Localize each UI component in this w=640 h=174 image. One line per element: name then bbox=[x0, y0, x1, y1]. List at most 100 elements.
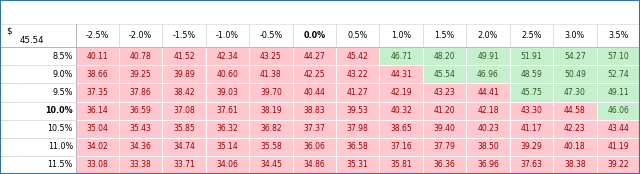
Bar bbox=[292, 84, 336, 102]
Text: 37.16: 37.16 bbox=[390, 142, 412, 151]
Bar bbox=[163, 47, 206, 65]
Text: 57.10: 57.10 bbox=[607, 52, 629, 61]
Text: 38.65: 38.65 bbox=[390, 124, 412, 133]
Bar bbox=[596, 120, 640, 138]
Text: 44.41: 44.41 bbox=[477, 88, 499, 97]
Text: 41.27: 41.27 bbox=[347, 88, 369, 97]
Text: 36.96: 36.96 bbox=[477, 160, 499, 169]
Bar bbox=[380, 156, 423, 174]
Text: 38.38: 38.38 bbox=[564, 160, 586, 169]
Text: 10.5%: 10.5% bbox=[47, 124, 73, 133]
Bar bbox=[76, 47, 119, 65]
Bar bbox=[423, 65, 467, 84]
Text: 36.36: 36.36 bbox=[434, 160, 456, 169]
Text: 39.70: 39.70 bbox=[260, 88, 282, 97]
Text: 37.63: 37.63 bbox=[520, 160, 542, 169]
Bar bbox=[553, 138, 596, 156]
Text: 44.27: 44.27 bbox=[303, 52, 325, 61]
Text: $: $ bbox=[6, 26, 12, 35]
Text: 37.86: 37.86 bbox=[130, 88, 152, 97]
Bar bbox=[553, 65, 596, 84]
Bar bbox=[249, 138, 292, 156]
Bar bbox=[0, 84, 76, 102]
Bar bbox=[119, 120, 163, 138]
Bar bbox=[76, 24, 119, 47]
Bar bbox=[596, 156, 640, 174]
Text: 39.03: 39.03 bbox=[216, 88, 239, 97]
Bar bbox=[509, 47, 553, 65]
Text: 38.50: 38.50 bbox=[477, 142, 499, 151]
Text: 40.78: 40.78 bbox=[130, 52, 152, 61]
Bar bbox=[423, 84, 467, 102]
Text: 34.36: 34.36 bbox=[130, 142, 152, 151]
Bar bbox=[336, 65, 380, 84]
Bar bbox=[119, 24, 163, 47]
Text: 36.58: 36.58 bbox=[347, 142, 369, 151]
Text: 37.61: 37.61 bbox=[216, 106, 238, 115]
Text: 38.19: 38.19 bbox=[260, 106, 282, 115]
Text: 45.54: 45.54 bbox=[19, 36, 44, 45]
Bar bbox=[206, 65, 249, 84]
Text: 35.31: 35.31 bbox=[347, 160, 369, 169]
Bar bbox=[336, 84, 380, 102]
Text: 42.25: 42.25 bbox=[303, 70, 325, 79]
Text: 39.22: 39.22 bbox=[607, 160, 629, 169]
Text: 36.06: 36.06 bbox=[303, 142, 325, 151]
Bar bbox=[76, 120, 119, 138]
Text: 11.5%: 11.5% bbox=[47, 160, 73, 169]
Text: 40.60: 40.60 bbox=[216, 70, 239, 79]
Text: 35.58: 35.58 bbox=[260, 142, 282, 151]
Bar bbox=[596, 102, 640, 120]
Bar bbox=[467, 24, 509, 47]
Bar bbox=[163, 102, 206, 120]
Bar bbox=[509, 84, 553, 102]
Text: 39.89: 39.89 bbox=[173, 70, 195, 79]
Text: 35.85: 35.85 bbox=[173, 124, 195, 133]
Bar bbox=[596, 24, 640, 47]
Bar bbox=[206, 120, 249, 138]
Bar bbox=[163, 120, 206, 138]
Bar bbox=[467, 156, 509, 174]
Text: 35.04: 35.04 bbox=[86, 124, 108, 133]
Bar bbox=[380, 138, 423, 156]
Text: 38.66: 38.66 bbox=[86, 70, 108, 79]
Text: 3.0%: 3.0% bbox=[564, 31, 585, 40]
Text: 37.79: 37.79 bbox=[434, 142, 456, 151]
Text: 51.91: 51.91 bbox=[520, 52, 542, 61]
Bar bbox=[423, 24, 467, 47]
Bar bbox=[553, 47, 596, 65]
Text: 46.96: 46.96 bbox=[477, 70, 499, 79]
Bar bbox=[0, 138, 76, 156]
Bar bbox=[467, 138, 509, 156]
Text: 43.44: 43.44 bbox=[607, 124, 629, 133]
Text: 40.32: 40.32 bbox=[390, 106, 412, 115]
Bar bbox=[249, 24, 292, 47]
Text: 35.14: 35.14 bbox=[216, 142, 238, 151]
Text: 54.27: 54.27 bbox=[564, 52, 586, 61]
Bar bbox=[553, 156, 596, 174]
Bar bbox=[336, 24, 380, 47]
Bar bbox=[336, 138, 380, 156]
Text: 52.74: 52.74 bbox=[607, 70, 629, 79]
Text: 39.29: 39.29 bbox=[520, 142, 542, 151]
Bar bbox=[423, 47, 467, 65]
Bar bbox=[119, 65, 163, 84]
Bar bbox=[119, 156, 163, 174]
Bar bbox=[553, 120, 596, 138]
Text: -2.5%: -2.5% bbox=[86, 31, 109, 40]
Text: 0.0%: 0.0% bbox=[303, 31, 325, 40]
Text: 43.23: 43.23 bbox=[434, 88, 456, 97]
Bar bbox=[596, 65, 640, 84]
Bar bbox=[163, 84, 206, 102]
Text: 44.31: 44.31 bbox=[390, 70, 412, 79]
Bar bbox=[163, 24, 206, 47]
Bar bbox=[423, 102, 467, 120]
Bar bbox=[292, 120, 336, 138]
Text: 46.71: 46.71 bbox=[390, 52, 412, 61]
Text: 36.82: 36.82 bbox=[260, 124, 282, 133]
Bar bbox=[467, 120, 509, 138]
Bar bbox=[206, 47, 249, 65]
Text: Required Return and Terminal Growth Combination: Required Return and Terminal Growth Comb… bbox=[4, 7, 294, 17]
Text: 48.59: 48.59 bbox=[520, 70, 542, 79]
Text: 11.0%: 11.0% bbox=[48, 142, 73, 151]
